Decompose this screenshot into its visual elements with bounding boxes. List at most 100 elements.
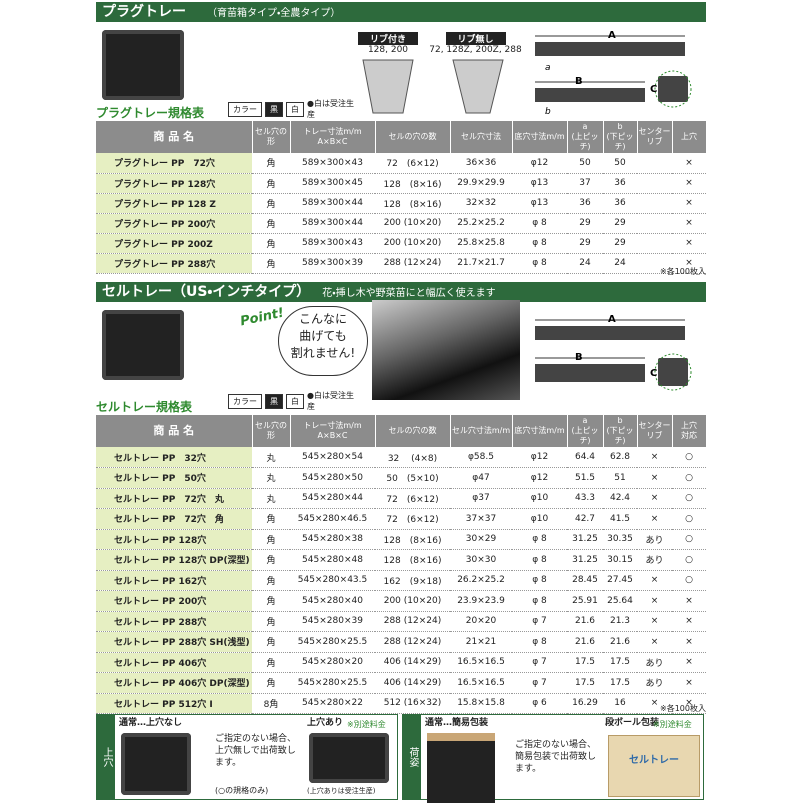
table-cell: 角 bbox=[252, 233, 290, 254]
table-cell: 30.15 bbox=[603, 549, 637, 571]
header-cell: 商 品 名 bbox=[96, 121, 253, 153]
table-cell: セルトレー PP 288穴 SH(浅型) bbox=[96, 631, 252, 653]
table-cell: φ10 bbox=[512, 488, 567, 509]
table-cell: × bbox=[672, 590, 706, 612]
table-cell: 29 bbox=[567, 233, 603, 254]
legend-white: 白 bbox=[286, 393, 304, 409]
table-cell: 62.8 bbox=[603, 447, 637, 468]
table-cell: φ 7 bbox=[512, 611, 567, 632]
table-cell: φ 7 bbox=[512, 672, 567, 694]
table-cell: 50 bbox=[603, 153, 637, 174]
header-text: b bbox=[617, 122, 623, 131]
table-cell: 30×30 bbox=[450, 549, 512, 571]
table-cell: 50 bbox=[567, 153, 603, 174]
table-row: セルトレー PP 288穴角 545×280×39 288 (12×24) 20×20… bbox=[96, 611, 706, 632]
table-cell: 21.3 bbox=[603, 611, 637, 632]
legend-note: ●白は受注生産 bbox=[307, 391, 354, 411]
table-cell: 128 (8×16) bbox=[375, 193, 450, 214]
rib-label: リブ付き bbox=[358, 32, 418, 45]
table-cell: 545×280×48 bbox=[290, 549, 375, 571]
panel-heading: 段ボール包装 bbox=[605, 718, 660, 728]
spec-table: 商 品 名セル穴の形トレー寸法m/m A×B×C セルの穴の数 セル穴寸法m/m 底穴寸… bbox=[96, 415, 707, 714]
table-cell: 589×300×45 bbox=[290, 173, 375, 194]
table-wrap: 商 品 名セル穴の形トレー寸法m/m A×B×C セルの穴の数 セル穴寸法m/m 底穴寸… bbox=[96, 415, 707, 714]
table-cell: 27.45 bbox=[603, 570, 637, 591]
header-text: トレー寸法m/m bbox=[303, 127, 362, 136]
table-cell: ○ bbox=[672, 447, 706, 468]
table-cell: あり bbox=[637, 529, 672, 550]
table-cell: 20×20 bbox=[450, 611, 512, 632]
table-cell: 32×32 bbox=[450, 193, 512, 214]
spec-title: セルトレー規格表 bbox=[96, 400, 193, 414]
header-text: センター bbox=[638, 421, 671, 430]
spec-table: 商 品 名セル穴の形トレー寸法m/m A×B×C セルの穴の数 セル穴寸法 底穴寸法m/… bbox=[96, 121, 707, 274]
dim-label: B bbox=[575, 352, 583, 363]
table-cell: ○ bbox=[672, 467, 706, 489]
table-cell: 角 bbox=[252, 529, 290, 550]
table-cell: 24 bbox=[567, 253, 603, 274]
table-cell: 16 bbox=[603, 693, 637, 714]
table-cell: 128 (8×16) bbox=[375, 173, 450, 194]
table-cell: 25.91 bbox=[567, 590, 603, 612]
table-cell: φ 6 bbox=[512, 693, 567, 714]
header-text: (下ピッチ) bbox=[606, 426, 634, 445]
table-cell: 角 bbox=[252, 549, 290, 571]
table-cell: 29 bbox=[603, 233, 637, 254]
table-row: セルトレー PP 512穴 Ⅰ 8角 545×280×22 512 (16×32) 15… bbox=[96, 693, 706, 714]
product-photo bbox=[102, 30, 184, 100]
table-cell: 162 (9×18) bbox=[375, 570, 450, 591]
section-subtitle: 花・挿し木や野菜苗にと幅広く使えます bbox=[322, 288, 496, 299]
table-cell: φ 7 bbox=[512, 652, 567, 673]
panel-note: (上穴ありは受注生産) bbox=[307, 787, 376, 795]
table-cell: 角 bbox=[252, 631, 290, 653]
table-cell: 545×280×46.5 bbox=[290, 508, 375, 530]
table-cell: 37 bbox=[567, 173, 603, 194]
header-text: セル穴の bbox=[255, 127, 287, 136]
table-cell: プラグトレー PP 200Z bbox=[96, 233, 252, 254]
table-cell: 角 bbox=[252, 173, 290, 194]
table-row: セルトレー PP 128穴角 545×280×38 128 (8×16) 30×29 φ… bbox=[96, 529, 706, 550]
panel-text: ご指定のない場合、簡易包装で出荷致します。 bbox=[515, 740, 597, 774]
table-cell: 角 bbox=[252, 213, 290, 234]
table-row: プラグトレー PP 128 Z 角 589×300×44 128 (8×16) 32×3… bbox=[96, 193, 706, 214]
header-text: 底穴寸法m/m bbox=[514, 132, 565, 141]
table-cell: 16.5×16.5 bbox=[450, 672, 512, 694]
table-cell: 589×300×39 bbox=[290, 253, 375, 274]
table-cell: 545×280×38 bbox=[290, 529, 375, 550]
table-cell: 64.4 bbox=[567, 447, 603, 468]
table-cell: ○ bbox=[672, 488, 706, 509]
table-row: セルトレー PP 162穴角 545×280×43.5 162 (9×18) 26.2… bbox=[96, 570, 706, 591]
header-cell: セル穴の形 bbox=[252, 121, 291, 153]
table-cell: 50 (5×10) bbox=[375, 467, 450, 489]
table-cell: 36 bbox=[567, 193, 603, 214]
panel-label: 上穴 bbox=[97, 715, 115, 799]
empty-cell bbox=[637, 213, 672, 234]
dimension-drawing: A B C bbox=[535, 314, 692, 391]
table-row: セルトレー PP 128穴 DP(深型) 角 545×280×48 128 (8×16… bbox=[96, 549, 706, 571]
table-cell: あり bbox=[637, 549, 672, 571]
header-cell: 商 品 名 bbox=[96, 415, 253, 447]
table-cell: 21.7×21.7 bbox=[450, 253, 512, 274]
table-cell: 角 bbox=[252, 253, 290, 274]
pack-panel: 荷姿 通常…簡易包装 ご指定のない場合、簡易包装で出荷致します。 段ボール包装 … bbox=[402, 714, 704, 803]
table-cell: 角 bbox=[252, 652, 290, 673]
table-cell: × bbox=[672, 652, 706, 673]
table-cell: 545×280×40 bbox=[290, 590, 375, 612]
header-cell: 上穴 bbox=[672, 121, 707, 153]
table-cell: 丸 bbox=[252, 447, 290, 468]
table-cell: φ 8 bbox=[512, 253, 567, 274]
dim-label: b bbox=[545, 107, 551, 114]
header-text: a bbox=[582, 416, 588, 425]
table-cell: 72 (6×12) bbox=[375, 508, 450, 530]
empty-cell bbox=[637, 253, 672, 274]
table-cell: φ13 bbox=[512, 173, 567, 194]
table-cell: × bbox=[672, 153, 706, 174]
table-cell: 288 (12×24) bbox=[375, 611, 450, 632]
table-cell: 21.6 bbox=[567, 631, 603, 653]
table-cell: 25.8×25.8 bbox=[450, 233, 512, 254]
header-text: (下ピッチ) bbox=[606, 132, 634, 151]
tray-photo bbox=[121, 733, 191, 795]
color-legend: カラー黒白 ●白は受注生産 bbox=[228, 390, 357, 412]
header-text: セルの穴の数 bbox=[388, 426, 437, 435]
